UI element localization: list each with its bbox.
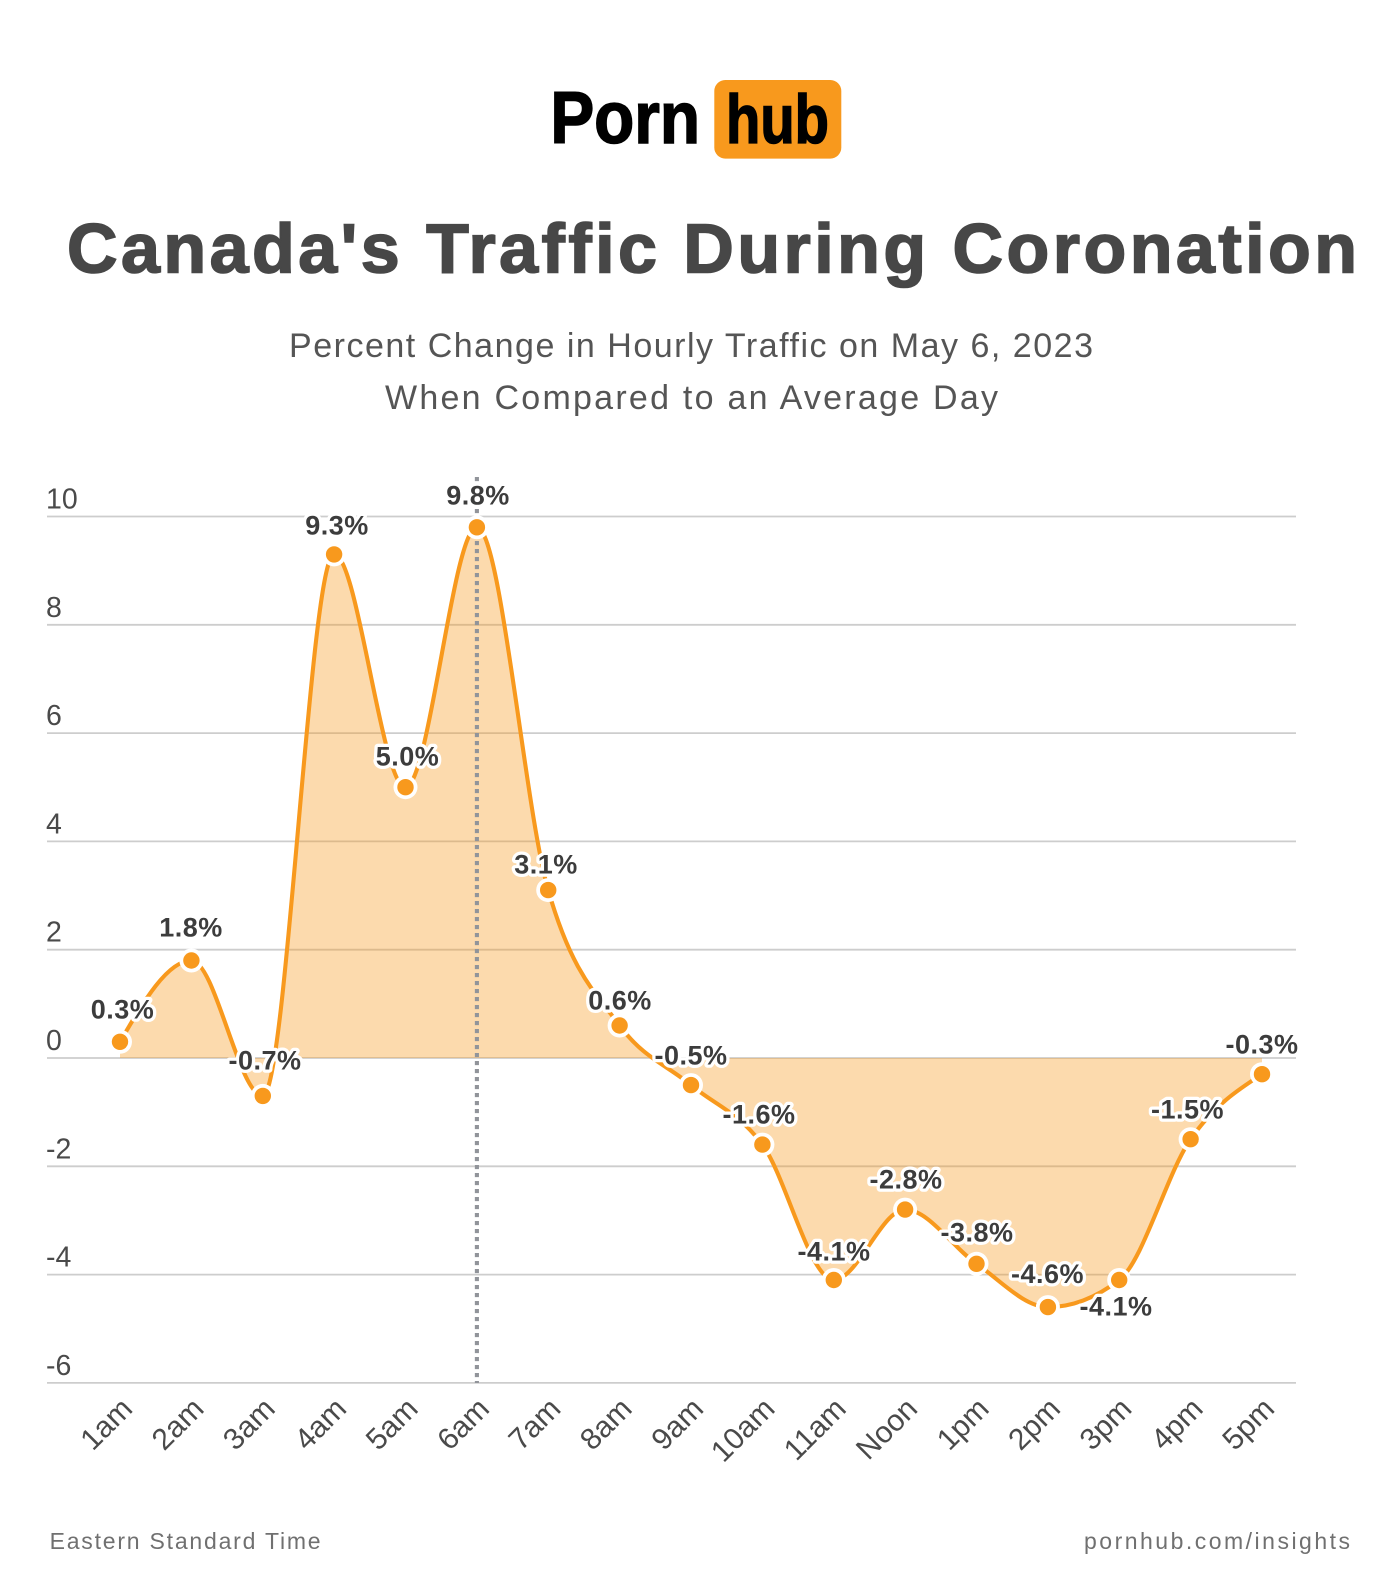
svg-text:1.8%: 1.8% [159, 913, 223, 943]
svg-text:8: 8 [46, 592, 62, 624]
svg-text:9.8%: 9.8% [446, 481, 510, 511]
svg-text:-4.1%: -4.1% [797, 1237, 870, 1267]
svg-text:Canada's Traffic During Corona: Canada's Traffic During Coronation [67, 210, 1357, 288]
svg-text:-0.3%: -0.3% [1225, 1030, 1298, 1060]
svg-text:-2: -2 [46, 1133, 71, 1165]
svg-text:hub: hub [726, 82, 829, 159]
svg-text:When Compared to an Average Da: When Compared to an Average Day [385, 379, 998, 417]
svg-text:Eastern Standard Time: Eastern Standard Time [50, 1528, 321, 1554]
svg-text:Porn: Porn [550, 77, 700, 159]
svg-text:-1.5%: -1.5% [1151, 1095, 1224, 1125]
svg-text:0: 0 [46, 1025, 62, 1057]
svg-text:-6: -6 [46, 1350, 71, 1382]
svg-text:pornhub.com/insights: pornhub.com/insights [1084, 1528, 1350, 1554]
svg-text:-4.6%: -4.6% [1011, 1259, 1084, 1289]
svg-text:-0.7%: -0.7% [228, 1046, 301, 1076]
svg-text:0.3%: 0.3% [91, 995, 155, 1025]
svg-text:5.0%: 5.0% [376, 742, 440, 772]
svg-text:6: 6 [46, 700, 62, 732]
svg-text:0.6%: 0.6% [588, 986, 652, 1016]
svg-text:4: 4 [46, 808, 62, 840]
svg-text:-1.6%: -1.6% [722, 1100, 795, 1130]
svg-text:-2.8%: -2.8% [869, 1165, 942, 1195]
svg-text:-4: -4 [46, 1242, 71, 1274]
svg-text:-0.5%: -0.5% [654, 1041, 727, 1071]
svg-text:Percent Change in Hourly Traff: Percent Change in Hourly Traffic on May … [289, 327, 1093, 365]
svg-text:2: 2 [46, 917, 62, 949]
svg-text:3.1%: 3.1% [514, 850, 578, 880]
svg-text:-3.8%: -3.8% [940, 1218, 1013, 1248]
svg-text:9.3%: 9.3% [305, 511, 369, 541]
svg-text:-4.1%: -4.1% [1079, 1292, 1152, 1322]
svg-text:10: 10 [46, 484, 78, 516]
